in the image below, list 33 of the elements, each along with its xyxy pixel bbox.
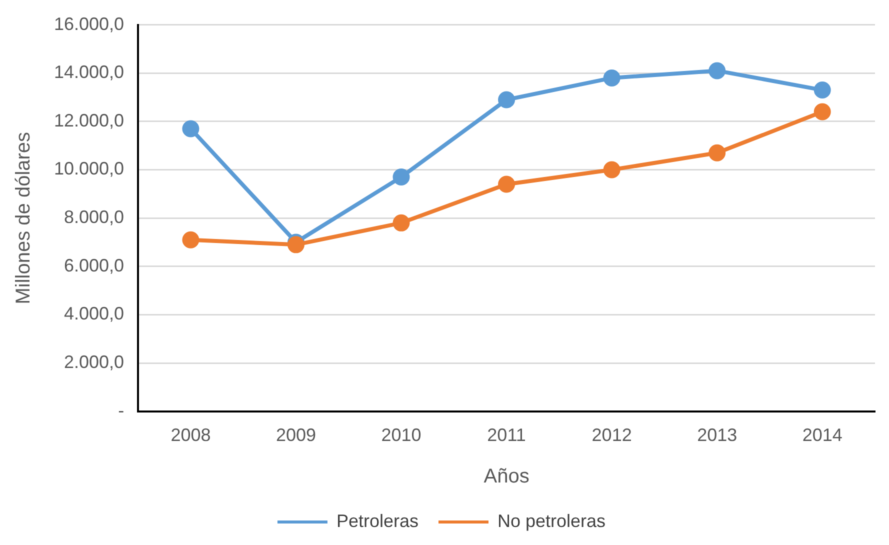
y-tick-label: 4.000,0 xyxy=(64,304,124,324)
x-tick-label: 2011 xyxy=(487,425,526,446)
legend-label: No petroleras xyxy=(497,510,606,531)
point xyxy=(708,144,726,162)
y-tick-label: 12.000,0 xyxy=(54,110,124,130)
x-tick-label: 2008 xyxy=(170,425,211,446)
y-tick-label: 2.000,0 xyxy=(64,352,124,372)
y-tick-label: 14.000,0 xyxy=(54,62,124,82)
x-tick-label: 2009 xyxy=(276,425,316,446)
x-axis-title: Años xyxy=(484,466,530,488)
x-tick-label: 2014 xyxy=(802,425,842,446)
point xyxy=(603,69,620,86)
point xyxy=(708,62,726,80)
point xyxy=(603,161,620,178)
x-tick-label: 2010 xyxy=(381,425,422,446)
y-tick-label: 16.000,0 xyxy=(54,14,124,34)
legend-label: Petroleras xyxy=(336,510,418,531)
y-tick-label: - xyxy=(118,400,124,420)
point xyxy=(182,120,200,138)
point xyxy=(814,103,831,120)
point xyxy=(392,168,410,186)
y-tick-label: 10.000,0 xyxy=(54,158,124,179)
point xyxy=(498,176,516,193)
point xyxy=(392,214,410,232)
point xyxy=(498,91,516,108)
point xyxy=(287,236,304,254)
y-axis-title: Millones de dólares xyxy=(12,132,35,304)
point xyxy=(814,82,831,99)
y-tick-label: 8.000,0 xyxy=(64,207,124,228)
y-tick-label: 6.000,0 xyxy=(64,255,124,276)
point xyxy=(182,231,200,248)
x-tick-label: 2013 xyxy=(697,425,738,446)
x-tick-label: 2012 xyxy=(592,425,632,446)
